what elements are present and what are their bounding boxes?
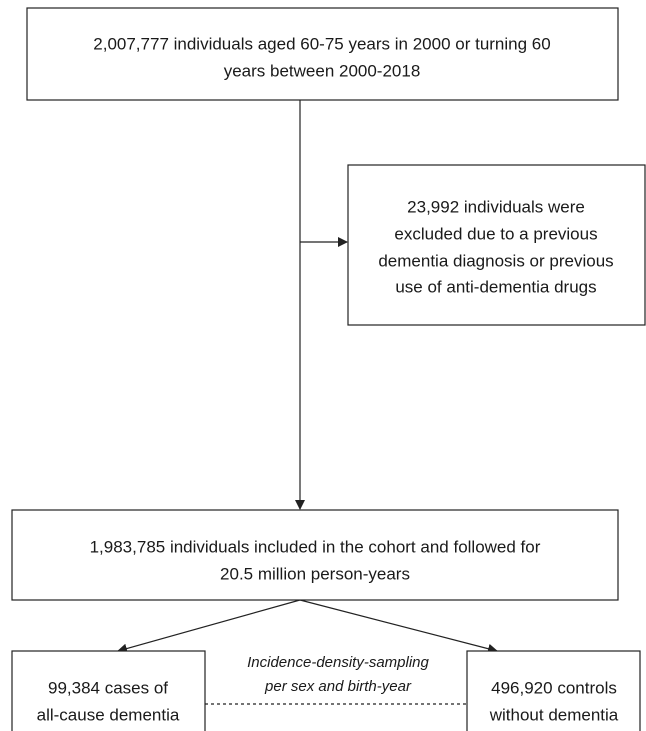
- node-text: years between 2000-2018: [224, 61, 421, 80]
- node-text: 99,384 cases of: [48, 678, 168, 697]
- node-text: 2,007,777 individuals aged 60-75 years i…: [93, 34, 550, 53]
- arrow: [117, 599, 301, 654]
- node-text: without dementia: [489, 705, 619, 724]
- box: [11, 509, 619, 601]
- box: [26, 7, 619, 101]
- edge-label: Incidence-density-sampling: [247, 654, 429, 671]
- node-text: all-cause dementia: [37, 705, 180, 724]
- box: [11, 650, 206, 731]
- box: [466, 650, 641, 731]
- node-text: 496,920 controls: [491, 678, 617, 697]
- node-text: 20.5 million person-years: [220, 564, 410, 583]
- node-text: 1,983,785 individuals included in the co…: [90, 537, 541, 556]
- node-text: 23,992 individuals were: [407, 197, 585, 216]
- arrow: [299, 599, 498, 654]
- node-text: use of anti-dementia drugs: [395, 277, 596, 296]
- box: [347, 164, 646, 326]
- node-text: dementia diagnosis or previous: [378, 251, 613, 270]
- edge-label: per sex and birth-year: [264, 678, 412, 695]
- node-text: excluded due to a previous: [394, 224, 597, 243]
